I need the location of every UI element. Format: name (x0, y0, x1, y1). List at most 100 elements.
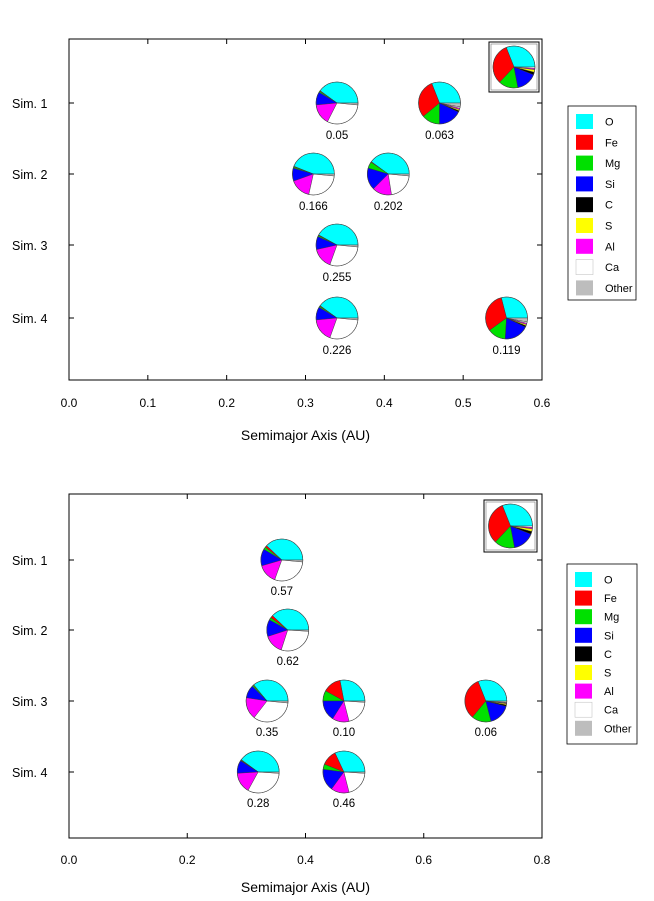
legend-swatch-mg (576, 155, 593, 171)
planet-pie (322, 750, 366, 794)
pie-outline (315, 81, 359, 125)
planet-mass-label: 0.62 (277, 656, 299, 668)
legend-label-other: Other (605, 283, 633, 295)
planet-pie (245, 679, 289, 723)
pie-outline (245, 679, 289, 723)
reference-inner-frame (490, 43, 538, 91)
pie-outline (488, 503, 533, 549)
chart-panel-1: 0.0 0.1 0.2 0.3 0.4 0.5 0.6 Sim. 1 Sim. 2 Sim. 3 S… (12, 38, 637, 443)
planet-pie (260, 538, 304, 582)
legend-swatch-other (575, 720, 592, 736)
reference-inset (483, 499, 538, 553)
chart-panel-2: 0.0 0.2 0.4 0.6 0.8 Sim. 1 Sim. 2 Sim. 3 Sim. 4 S… (12, 493, 638, 895)
planet-pie (315, 296, 359, 340)
legend-label-s: S (604, 668, 611, 680)
legend-label-fe: Fe (605, 137, 618, 149)
row-label-sim-3: Sim. 3 (12, 695, 47, 709)
x-tick-label: 0.2 (179, 853, 196, 867)
legend-label-mg: Mg (604, 612, 619, 624)
legend-swatch-si (576, 176, 593, 192)
legend-swatch-fe (576, 134, 593, 150)
pie-outline (292, 152, 335, 196)
legend-label-c: C (605, 200, 613, 212)
legend-swatch-o (576, 114, 593, 129)
legend-swatch-c (576, 197, 593, 213)
row-label-sim-2: Sim. 2 (12, 168, 47, 182)
planet-pie (464, 679, 508, 723)
legend-swatch-ca (575, 259, 594, 275)
row-label-sim-1: Sim. 1 (12, 97, 47, 111)
legend-label-si: Si (604, 630, 614, 642)
planet-mass-label: 0.166 (299, 201, 328, 213)
planet-mass-label: 0.119 (493, 345, 521, 357)
planet-pie (366, 152, 410, 196)
legend-label-c: C (604, 649, 612, 661)
pie-outline (236, 750, 280, 794)
planet-pie (315, 223, 359, 267)
planet-pie (236, 750, 280, 794)
planet-mass-label: 0.46 (333, 798, 355, 810)
pie-slice-ca (388, 173, 410, 195)
legend: O Fe Mg Si CS Al Ca Other (567, 105, 637, 301)
row-label-sim-1: Sim. 1 (12, 554, 47, 568)
pie-slice-o (339, 679, 366, 702)
planet-pie (315, 81, 359, 125)
planet-mass-label: 0.28 (247, 798, 269, 810)
legend-label-si: Si (605, 179, 615, 191)
reference-pie (488, 503, 533, 549)
legend-swatch-mg (575, 609, 592, 625)
planet-mass-label: 0.063 (425, 130, 454, 142)
x-tick-label: 0.0 (61, 853, 78, 867)
legend-swatch-ca (574, 701, 593, 718)
x-tick-label: 0.0 (61, 396, 78, 410)
x-tick-label: 0.8 (534, 853, 551, 867)
planet-mass-label: 0.255 (323, 272, 352, 284)
row-label-sim-2: Sim. 2 (12, 624, 47, 638)
legend-label-o: O (604, 575, 613, 587)
pie-outline (418, 81, 461, 125)
x-axis-title: Semimajor Axis (AU) (241, 427, 370, 443)
pie-outline (266, 608, 310, 652)
legend: O Fe Mg Si CS Al Ca Other (566, 563, 638, 745)
x-tick-label: 0.3 (297, 396, 314, 410)
x-tick-label: 0.4 (376, 396, 393, 410)
legend-swatch-al (576, 238, 593, 254)
planet-mass-label: 0.35 (256, 727, 278, 739)
legend-swatch-fe (575, 590, 592, 606)
pie-outline (260, 538, 304, 582)
x-tick-label: 0.5 (455, 396, 472, 410)
reference-inset (488, 41, 540, 93)
x-tick-label: 0.6 (415, 853, 432, 867)
planet-mass-label: 0.06 (475, 727, 497, 739)
reference-pie (492, 45, 536, 89)
legend-swatch-o (575, 572, 592, 587)
legend-swatch-s (575, 665, 592, 680)
pie-outline (366, 152, 410, 196)
x-tick-label: 0.4 (297, 853, 314, 867)
pie-outline (485, 296, 528, 340)
row-label-sim-4: Sim. 4 (12, 312, 47, 326)
legend-swatch-s (576, 218, 593, 233)
pie-outline (315, 296, 359, 340)
legend-label-ca: Ca (604, 705, 619, 717)
x-tick-label: 0.1 (139, 396, 156, 410)
pie-outline (322, 679, 366, 723)
legend-swatch-si (575, 627, 592, 643)
legend-label-ca: Ca (605, 262, 620, 274)
legend-label-al: Al (604, 686, 614, 698)
planet-mass-label: 0.05 (326, 130, 348, 142)
planet-mass-label: 0.10 (333, 727, 355, 739)
planet-mass-label: 0.202 (374, 201, 403, 213)
legend-label-o: O (605, 117, 614, 129)
planet-mass-label: 0.57 (271, 586, 293, 598)
pie-slice-ca (308, 173, 335, 196)
planet-pie (418, 81, 461, 125)
planet-pie (292, 152, 335, 196)
planet-pie (266, 608, 310, 652)
legend-swatch-al (575, 683, 592, 699)
row-label-sim-4: Sim. 4 (12, 766, 47, 780)
legend-label-fe: Fe (604, 593, 617, 605)
x-tick-label: 0.6 (534, 396, 551, 410)
pie-outline (464, 679, 508, 723)
